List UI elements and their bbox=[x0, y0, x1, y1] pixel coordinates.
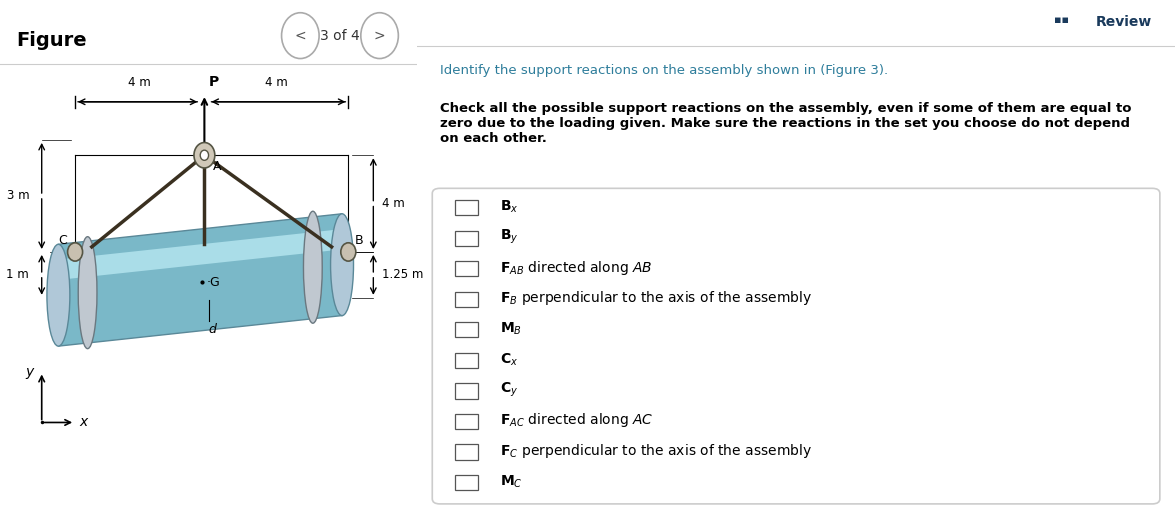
Ellipse shape bbox=[303, 211, 322, 323]
Text: <: < bbox=[295, 29, 307, 43]
Ellipse shape bbox=[47, 244, 69, 346]
Bar bbox=[455, 444, 478, 460]
Text: A: A bbox=[213, 160, 221, 174]
Bar bbox=[455, 383, 478, 399]
Circle shape bbox=[341, 243, 356, 261]
Text: P: P bbox=[209, 75, 219, 89]
Circle shape bbox=[200, 150, 208, 160]
Text: d: d bbox=[209, 323, 216, 336]
Text: $\mathbf{F}_{AB}$ directed along $AB$: $\mathbf{F}_{AB}$ directed along $AB$ bbox=[501, 259, 653, 277]
Bar bbox=[455, 475, 478, 490]
Text: ·G: ·G bbox=[207, 276, 220, 289]
Text: $\mathbf{F}_{B}$ perpendicular to the axis of the assembly: $\mathbf{F}_{B}$ perpendicular to the ax… bbox=[501, 289, 813, 307]
Text: Check all the possible support reactions on the assembly, even if some of them a: Check all the possible support reactions… bbox=[439, 102, 1132, 145]
Text: 4 m: 4 m bbox=[128, 76, 152, 89]
Text: Review: Review bbox=[1096, 15, 1153, 30]
Polygon shape bbox=[59, 214, 342, 346]
Text: B: B bbox=[355, 234, 363, 247]
Bar bbox=[455, 261, 478, 276]
Text: Identify the support reactions on the assembly shown in (Figure 3).: Identify the support reactions on the as… bbox=[439, 64, 888, 77]
Text: >: > bbox=[374, 29, 385, 43]
Polygon shape bbox=[59, 229, 342, 280]
Text: 1.25 m: 1.25 m bbox=[382, 268, 423, 281]
Text: 3 of 4: 3 of 4 bbox=[320, 29, 360, 43]
Text: $\mathbf{C}_{y}$: $\mathbf{C}_{y}$ bbox=[501, 381, 518, 399]
Text: $\mathbf{F}_{C}$ perpendicular to the axis of the assembly: $\mathbf{F}_{C}$ perpendicular to the ax… bbox=[501, 442, 813, 460]
Ellipse shape bbox=[79, 237, 98, 349]
Text: 3 m: 3 m bbox=[7, 189, 29, 203]
Bar bbox=[455, 322, 478, 337]
Text: 1 m: 1 m bbox=[6, 268, 29, 281]
Text: $\mathbf{M}_{B}$: $\mathbf{M}_{B}$ bbox=[501, 321, 523, 337]
FancyBboxPatch shape bbox=[432, 188, 1160, 504]
Bar bbox=[455, 353, 478, 368]
Text: ▪▪: ▪▪ bbox=[1054, 15, 1069, 25]
Text: $\mathbf{B}_{y}$: $\mathbf{B}_{y}$ bbox=[501, 228, 519, 246]
Text: 4 m: 4 m bbox=[266, 76, 288, 89]
Ellipse shape bbox=[330, 214, 354, 316]
Text: x: x bbox=[79, 415, 87, 430]
Text: C: C bbox=[58, 234, 67, 247]
Circle shape bbox=[194, 143, 215, 168]
Text: Figure: Figure bbox=[16, 31, 87, 49]
Text: y: y bbox=[25, 364, 33, 379]
Circle shape bbox=[68, 243, 82, 261]
Text: 4 m: 4 m bbox=[382, 197, 404, 210]
Bar bbox=[455, 292, 478, 307]
Bar bbox=[455, 231, 478, 246]
Bar bbox=[455, 414, 478, 429]
Text: $\mathbf{M}_{C}$: $\mathbf{M}_{C}$ bbox=[501, 473, 523, 490]
Bar bbox=[455, 200, 478, 215]
Text: $\mathbf{F}_{AC}$ directed along $AC$: $\mathbf{F}_{AC}$ directed along $AC$ bbox=[501, 411, 654, 430]
Text: $\mathbf{C}_{x}$: $\mathbf{C}_{x}$ bbox=[501, 351, 518, 367]
Text: $\mathbf{B}_{x}$: $\mathbf{B}_{x}$ bbox=[501, 199, 519, 215]
